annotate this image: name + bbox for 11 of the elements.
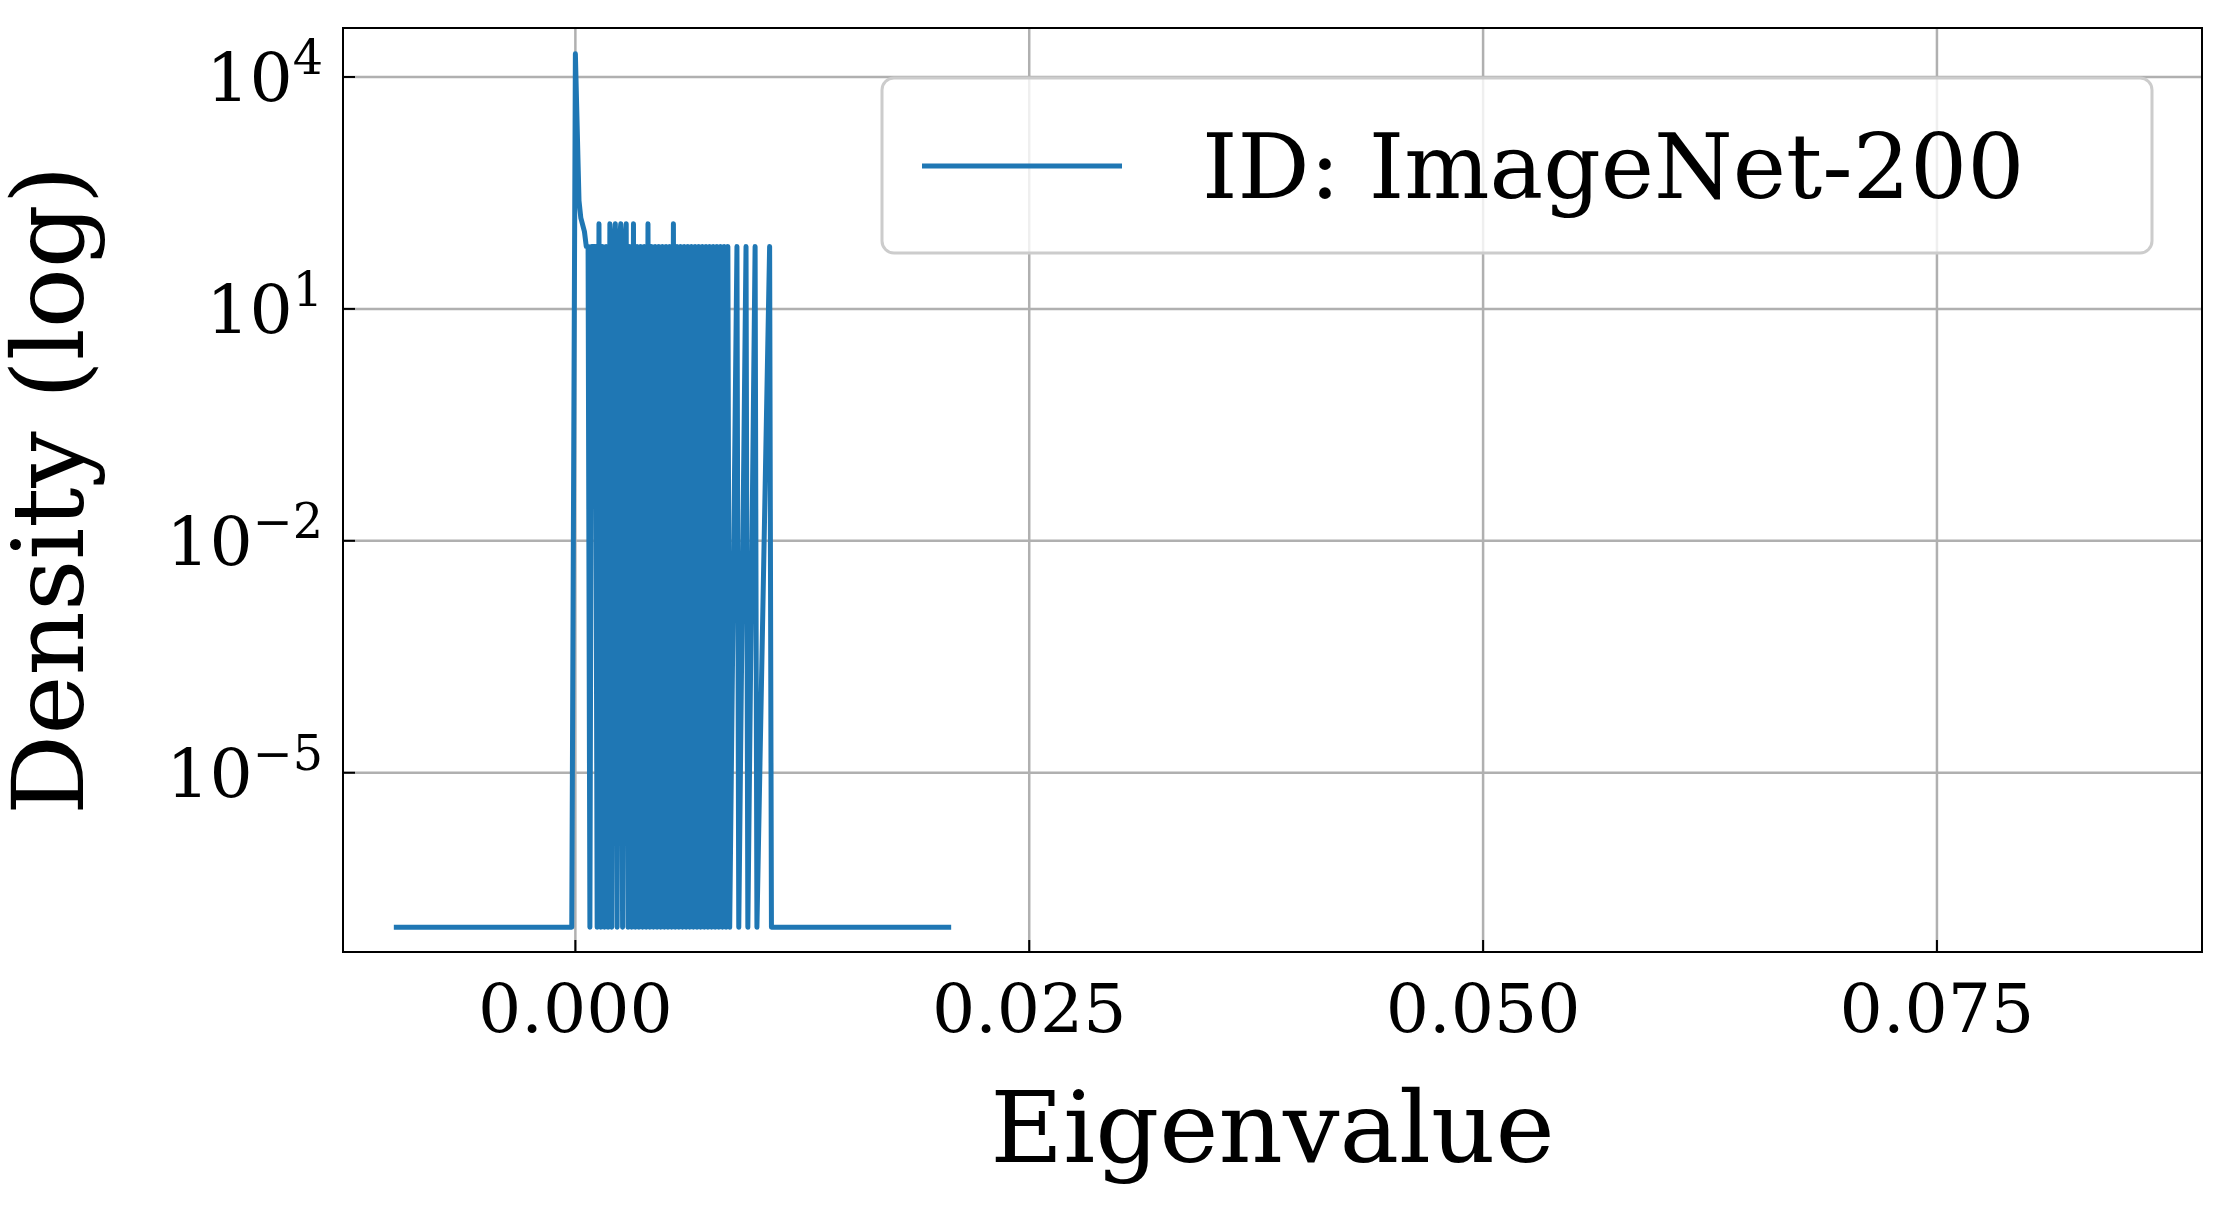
y-tick-label: 10$^{1}$: [206, 261, 323, 349]
y-axis-title: Density (log): [0, 165, 107, 815]
y-tick-label: 10$^{4}$: [206, 29, 323, 117]
x-tick-label: 0.025: [931, 969, 1127, 1048]
y-tick-label: 10$^{−2}$: [166, 493, 323, 581]
y-tick-label: 10$^{−5}$: [166, 725, 323, 813]
legend-label: ID: ImageNet-200: [1202, 113, 2025, 219]
x-tick-label: 0.050: [1385, 969, 1581, 1048]
x-tick-label: 0.075: [1839, 969, 2035, 1048]
x-axis-title: Eigenvalue: [990, 1069, 1555, 1186]
x-tick-label: 0.000: [478, 969, 673, 1048]
